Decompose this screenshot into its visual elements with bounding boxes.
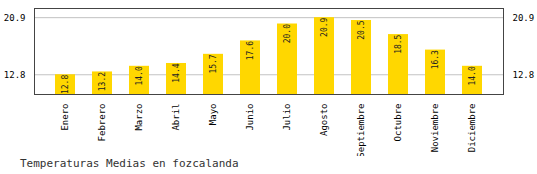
svg-text:Agosto: Agosto — [319, 104, 329, 137]
svg-text:20.5: 20.5 — [357, 20, 366, 39]
svg-text:Septiembre: Septiembre — [356, 104, 366, 157]
svg-text:Octubre: Octubre — [393, 104, 403, 142]
svg-text:18.5: 18.5 — [394, 34, 403, 53]
svg-text:Marzo: Marzo — [134, 104, 144, 131]
svg-text:Noviembre: Noviembre — [430, 104, 440, 153]
svg-text:12.8: 12.8 — [4, 70, 26, 80]
svg-text:14.4: 14.4 — [172, 63, 181, 82]
svg-text:20.9: 20.9 — [320, 17, 329, 36]
svg-text:20.9: 20.9 — [513, 13, 535, 23]
svg-text:Junio: Junio — [245, 104, 255, 131]
svg-text:Mayo: Mayo — [208, 104, 218, 126]
svg-text:14.0: 14.0 — [135, 66, 144, 85]
svg-text:Julio: Julio — [282, 104, 292, 131]
svg-text:20.9: 20.9 — [4, 13, 26, 23]
svg-text:16.3: 16.3 — [431, 50, 440, 69]
svg-text:15.7: 15.7 — [209, 54, 218, 73]
svg-text:Enero: Enero — [60, 104, 70, 131]
svg-text:20.0: 20.0 — [283, 24, 292, 43]
svg-text:12.8: 12.8 — [61, 75, 70, 94]
svg-text:17.6: 17.6 — [246, 41, 255, 60]
svg-text:Diciembre: Diciembre — [467, 104, 477, 153]
html-text:Temperaturas Medias en fozcala: Temperaturas Medias en fozcalanda — [20, 157, 239, 170]
svg-text:14.0: 14.0 — [468, 66, 477, 85]
svg-text:12.8: 12.8 — [513, 70, 535, 80]
svg-text:Febrero: Febrero — [97, 104, 107, 142]
svg-text:13.2: 13.2 — [98, 72, 107, 91]
svg-text:Abril: Abril — [171, 104, 181, 131]
